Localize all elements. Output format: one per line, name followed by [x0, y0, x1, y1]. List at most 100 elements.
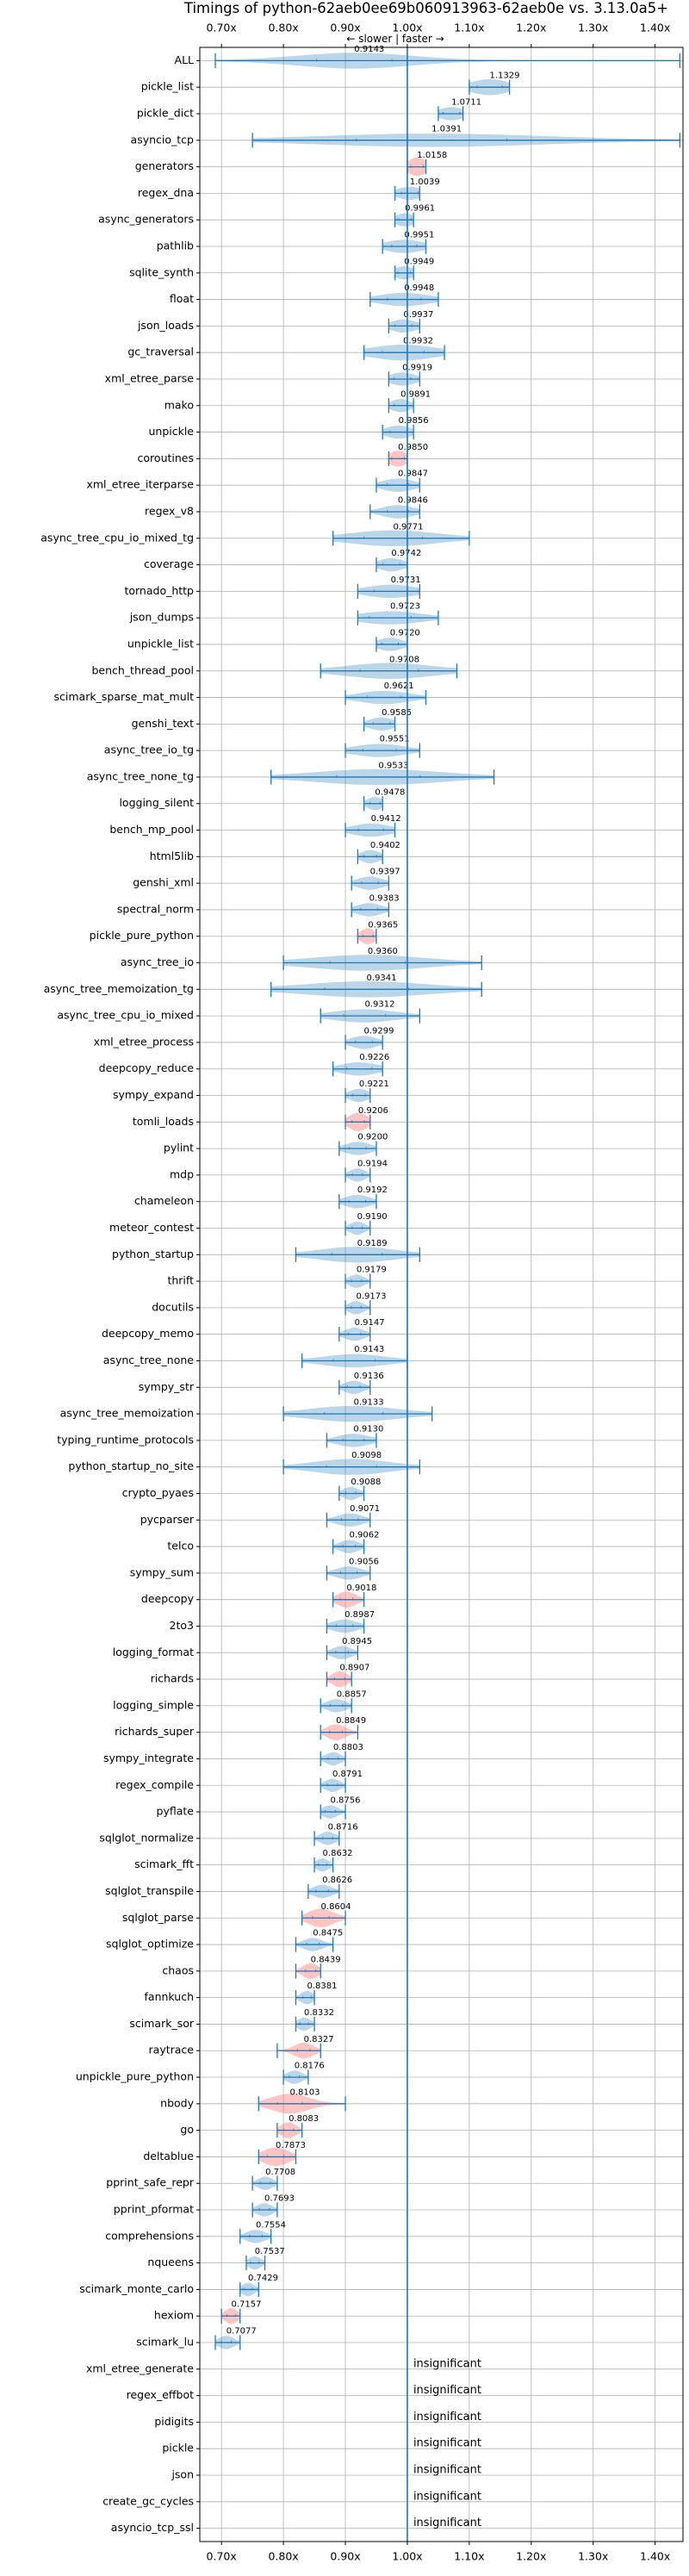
value-label: 0.8716: [328, 1822, 358, 1832]
category-label: thrift: [167, 1274, 194, 1287]
benchmark-violin: 0.9360: [282, 947, 482, 971]
benchmark-violin: 1.0391: [251, 124, 681, 148]
bottom-tick-label: 1.10x: [454, 2550, 484, 2563]
benchmark-violin: insignificant: [413, 2517, 481, 2529]
insignificant-label: insignificant: [413, 2411, 481, 2424]
insignificant-label: insignificant: [413, 2384, 481, 2397]
benchmark-violin: 0.9179: [344, 1266, 387, 1289]
category-label: logging_simple: [113, 1698, 194, 1711]
category-label: sqlglot_normalize: [99, 1831, 194, 1844]
category-label: logging_format: [113, 1646, 194, 1658]
category-label: scimark_fft: [134, 1857, 194, 1870]
benchmark-violin: 0.9551: [344, 735, 420, 758]
category-label: deltablue: [143, 2150, 194, 2162]
benchmark-violin: 0.9299: [344, 1026, 394, 1050]
category-label: python_startup: [112, 1248, 194, 1260]
value-label: 0.9551: [380, 735, 410, 744]
category-label: regex_dna: [138, 186, 194, 199]
benchmark-violin: 0.9062: [332, 1531, 379, 1554]
value-label: 0.9147: [355, 1318, 385, 1328]
benchmark-violin: 0.9771: [332, 522, 470, 546]
category-label: unpickle_list: [127, 637, 194, 650]
insignificant-label: insignificant: [413, 2357, 481, 2370]
benchmark-violin: 0.9742: [376, 549, 421, 573]
value-label: 0.7873: [276, 2141, 306, 2150]
category-label: json: [171, 2468, 194, 2481]
value-label: 0.9190: [357, 1212, 388, 1222]
category-label: comprehensions: [105, 2229, 194, 2242]
value-label: 0.9856: [399, 416, 429, 426]
value-label: 0.9360: [368, 947, 398, 956]
benchmark-violin: 0.9206: [344, 1106, 388, 1132]
category-label: sqlglot_parse: [122, 1911, 194, 1924]
value-label: 0.8381: [307, 1982, 337, 1991]
benchmark-violin: 0.8803: [320, 1743, 363, 1767]
bottom-tick-label: 1.00x: [392, 2550, 422, 2563]
category-label: pycparser: [140, 1513, 195, 1526]
benchmark-violin: 0.8626: [307, 1876, 352, 1900]
category-label: regex_compile: [115, 1778, 194, 1791]
category-label: pathlib: [157, 239, 194, 252]
category-label: typing_runtime_protocols: [57, 1433, 194, 1446]
benchmark-violin: 0.9932: [363, 337, 445, 361]
top-tick-label: 1.10x: [454, 22, 484, 34]
value-label: 0.9771: [393, 522, 423, 532]
category-label: deepcopy_reduce: [99, 1061, 195, 1074]
category-label: scimark_monte_carlo: [79, 2282, 194, 2295]
category-label: docutils: [152, 1300, 194, 1313]
category-label: generators: [135, 159, 194, 172]
value-label: 0.9018: [346, 1584, 376, 1593]
benchmark-violin: 0.9621: [344, 681, 427, 706]
bottom-tick-label: 1.40x: [640, 2550, 670, 2563]
benchmark-violin: 1.1329: [469, 72, 520, 96]
value-label: 0.7429: [248, 2274, 278, 2283]
value-label: 0.7708: [265, 2168, 295, 2177]
value-label: 1.0391: [431, 124, 462, 134]
category-label: regex_effbot: [127, 2388, 194, 2401]
value-label: 0.8327: [304, 2035, 334, 2044]
benchmark-violin: 0.9056: [326, 1557, 379, 1581]
category-label: sqlite_synth: [129, 265, 194, 278]
benchmark-violin: 0.7537: [245, 2247, 285, 2271]
benchmark-violin: 1.0039: [394, 177, 440, 202]
category-label: raytrace: [149, 2044, 195, 2056]
category-label: sqlglot_transpile: [105, 1884, 194, 1897]
value-label: 0.9312: [364, 1000, 394, 1010]
category-label: pickle: [162, 2442, 194, 2455]
benchmark-violin: 0.9937: [388, 310, 433, 334]
value-label: 0.9412: [371, 814, 401, 824]
value-label: 0.9932: [403, 337, 433, 346]
benchmark-violin: 0.9948: [369, 283, 439, 308]
benchmark-violin: 0.8849: [320, 1716, 366, 1740]
category-label: sympy_sum: [130, 1565, 194, 1578]
benchmark-violin: 0.9949: [394, 257, 434, 281]
benchmark-violin: 0.9891: [388, 389, 431, 414]
value-label: 0.9098: [351, 1451, 382, 1460]
value-label: 0.9720: [390, 628, 420, 638]
benchmark-violin: 0.9071: [326, 1504, 380, 1528]
value-label: 0.8945: [342, 1637, 372, 1646]
value-label: 0.9143: [354, 1345, 384, 1354]
value-label: 0.9088: [351, 1478, 381, 1487]
benchmark-violin: 0.9402: [357, 841, 400, 864]
benchmark-violin: 0.9194: [344, 1159, 388, 1183]
category-label: pprint_safe_repr: [106, 2176, 195, 2189]
benchmark-violin: 0.9723: [357, 602, 439, 625]
value-label: 0.9226: [359, 1053, 389, 1062]
benchmark-violin: 0.8945: [326, 1637, 372, 1660]
category-label: async_tree_memoization: [60, 1407, 194, 1420]
value-label: 0.8604: [321, 1902, 351, 1912]
benchmark-violin: 0.9731: [357, 576, 421, 599]
category-label: bench_thread_pool: [91, 663, 194, 676]
value-label: 0.9143: [354, 45, 384, 54]
benchmark-violin: 0.8475: [295, 1929, 343, 1952]
value-label: 0.8103: [290, 2088, 320, 2097]
category-label: sqlglot_optimize: [106, 1938, 194, 1951]
bottom-tick-label: 0.90x: [330, 2550, 360, 2563]
top-tick-label: 0.90x: [330, 22, 360, 34]
category-label: unpickle: [148, 425, 194, 438]
benchmark-violin: 0.9088: [338, 1478, 381, 1502]
value-label: 0.9365: [368, 920, 398, 930]
value-label: 0.9200: [357, 1133, 388, 1142]
